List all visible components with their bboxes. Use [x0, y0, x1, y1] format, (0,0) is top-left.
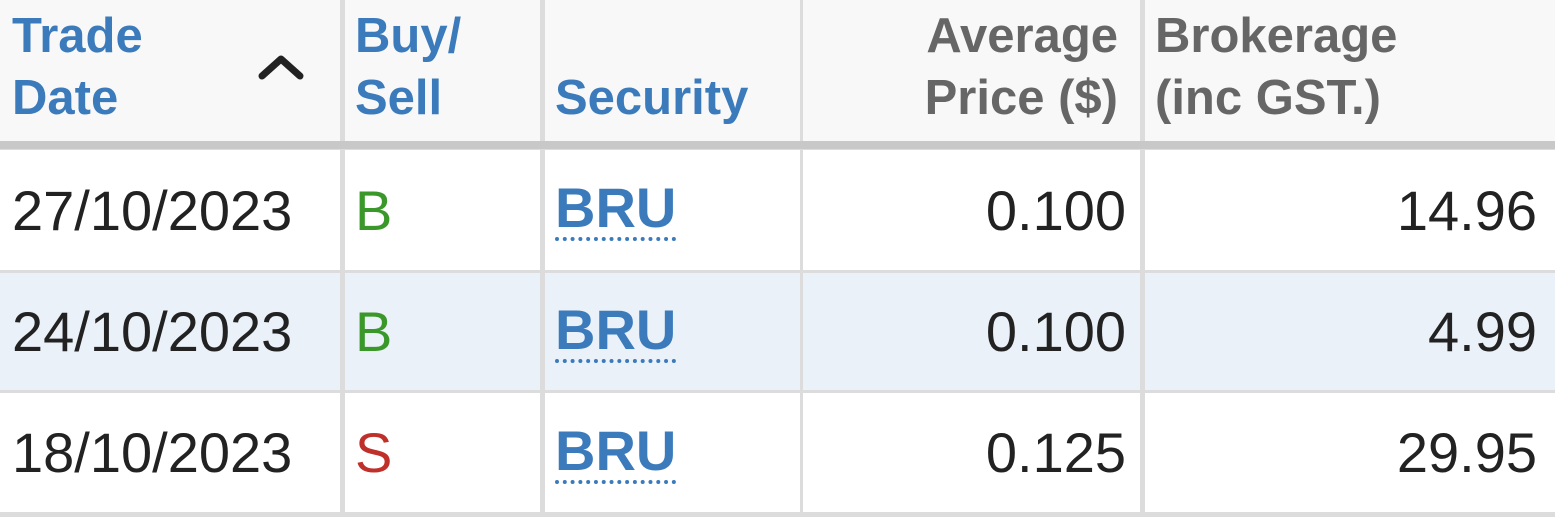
header-text: Brokerage (inc GST.)	[1155, 5, 1397, 129]
header-separator	[0, 141, 1555, 149]
brokerage-cell: 29.95	[1145, 393, 1555, 512]
average-price-text: 0.125	[985, 421, 1126, 484]
security-cell: BRU	[545, 273, 800, 390]
trade-date-text: 24/10/2023	[12, 300, 293, 363]
buy-sell-cell: S	[345, 393, 540, 512]
brokerage-cell: 14.96	[1145, 150, 1555, 270]
trade-date-header[interactable]: Trade Date	[0, 0, 340, 141]
average-price-cell: 0.125	[803, 393, 1140, 512]
buy-sell-cell: B	[345, 273, 540, 390]
security-header[interactable]: Security	[545, 0, 800, 141]
side-text: S	[355, 421, 393, 484]
brokerage-text: 4.99	[1428, 300, 1537, 363]
header-line: Price ($)	[924, 71, 1118, 125]
header-text: Trade Date	[12, 5, 143, 129]
header-line: (inc GST.)	[1155, 71, 1381, 125]
security-link[interactable]: BRU	[555, 297, 677, 363]
side-text: B	[355, 300, 393, 363]
brokerage-text: 29.95	[1396, 421, 1537, 484]
caret-icon	[258, 55, 304, 80]
average-price-text: 0.100	[985, 300, 1126, 363]
security-cell: BRU	[545, 393, 800, 512]
buy-sell-header[interactable]: Buy/Sell	[345, 0, 540, 141]
trade-date-text: 27/10/2023	[12, 178, 293, 242]
trade-date-cell: 27/10/2023	[0, 150, 340, 270]
header-line: Average	[926, 9, 1118, 63]
trade-date-cell: 24/10/2023	[0, 273, 340, 390]
side-text: B	[355, 178, 393, 242]
header-line: Date	[12, 71, 119, 125]
average-price-header: Average Price ($)	[803, 0, 1140, 141]
header-line: Sell	[355, 71, 443, 125]
brokerage-text: 14.96	[1396, 178, 1537, 242]
trade-date-cell: 18/10/2023	[0, 393, 340, 512]
security-link[interactable]: BRU	[555, 176, 677, 241]
header-line: Security	[555, 71, 749, 125]
trade-date-text: 18/10/2023	[12, 421, 293, 484]
header-line: Brokerage	[1155, 9, 1398, 63]
header-text: Average Price ($)	[925, 5, 1118, 129]
security-cell: BRU	[545, 150, 800, 270]
average-price-cell: 0.100	[803, 273, 1140, 390]
header-text: Buy/Sell	[355, 5, 461, 129]
average-price-text: 0.100	[985, 178, 1126, 242]
header-line: Buy/	[355, 9, 462, 63]
header-line: Trade	[12, 9, 143, 63]
brokerage-cell: 4.99	[1145, 273, 1555, 390]
sort-caret[interactable]	[256, 52, 306, 82]
brokerage-header: Brokerage (inc GST.)	[1145, 0, 1555, 141]
average-price-cell: 0.100	[803, 150, 1140, 270]
buy-sell-cell: B	[345, 150, 540, 270]
header-text: Security	[555, 67, 748, 129]
security-link[interactable]: BRU	[555, 418, 677, 484]
